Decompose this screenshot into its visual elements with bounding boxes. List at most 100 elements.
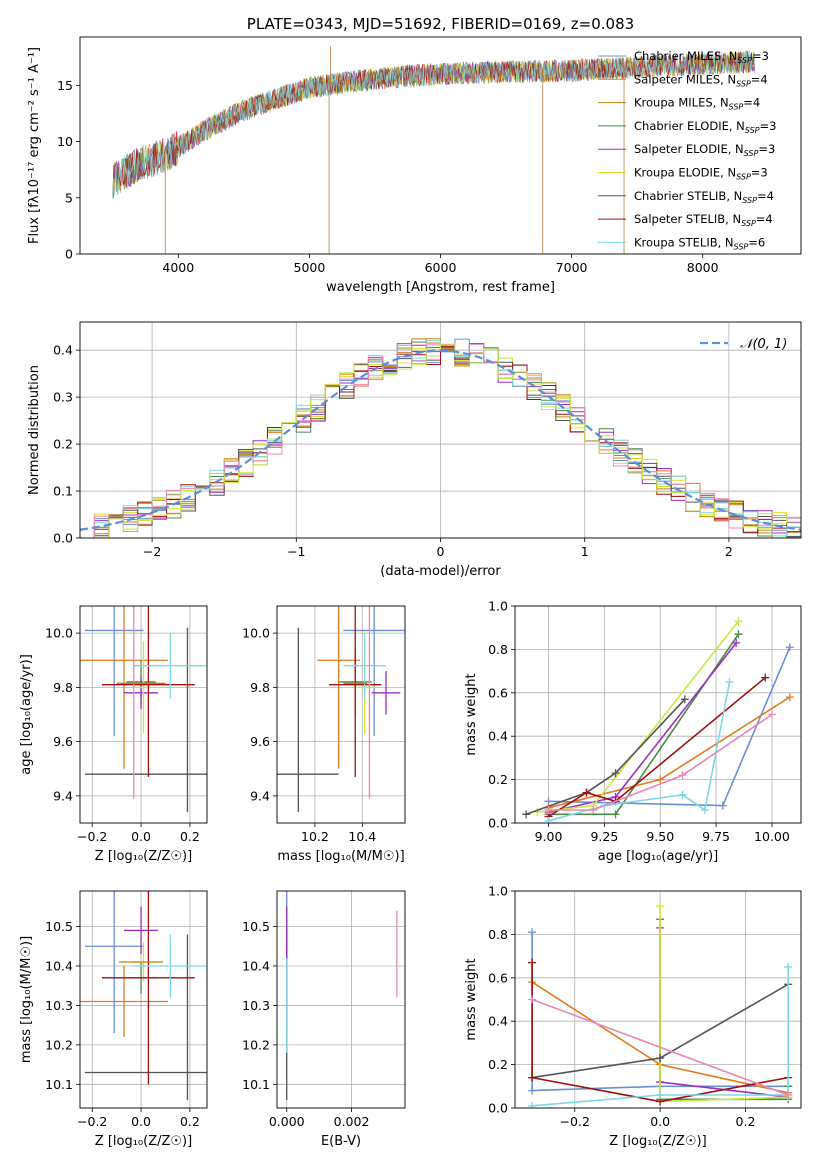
y-tick-label: 0.8 (488, 642, 508, 657)
y-tick-label: 0.0 (488, 816, 508, 831)
x-tick-label: 0.2 (180, 1114, 200, 1129)
x-tick-label: 9.00 (535, 829, 563, 844)
series-point (678, 771, 687, 780)
series-point (582, 788, 591, 797)
y-tick-label: 0.4 (53, 343, 73, 358)
legend-entry: Salpeter ELODIE, NSSP=3 (634, 142, 775, 158)
x-tick-label: 10.4 (348, 829, 376, 844)
series-point (784, 962, 793, 971)
x-tick-label: 0.000 (269, 1114, 305, 1129)
series-point (734, 630, 743, 639)
y-tick-label: 9.8 (250, 680, 270, 695)
legend-entry: Salpeter MILES, NSSP=4 (634, 72, 768, 88)
panel-weight-vs-age: 9.00 9.25 9.50 9.75 10.00 0.0 0.2 0.4 0.6 0.8 1.0 a… (464, 599, 802, 864)
y-tick-label: 0.0 (488, 1101, 508, 1116)
x-axis-label: age [log₁₀(age/yr)] (598, 849, 719, 864)
y-tick-label: 0.2 (488, 1057, 508, 1072)
series-point (522, 810, 531, 819)
series-point (528, 928, 537, 937)
series-point (656, 775, 665, 784)
series-point (656, 1054, 665, 1063)
series-point (528, 1101, 537, 1108)
series-point (656, 902, 665, 911)
y-tick-label: 10.1 (45, 1077, 73, 1092)
legend-sub: SSP (741, 219, 756, 228)
x-axis-label: Z [log₁₀(Z/Z☉)] (95, 849, 192, 864)
series-line (531, 962, 789, 1103)
y-tick-label: 10.4 (45, 958, 73, 973)
series-line (659, 919, 789, 1101)
axes-frame (79, 321, 802, 539)
x-tick-label: 0.2 (736, 1114, 756, 1129)
line-plot-area (522, 617, 794, 823)
panel-spectrum: 4000 5000 6000 7000 8000 0 5 10 15 wavelength [An… (27, 15, 802, 295)
legend-entry: Kroupa STELIB, NSSP=6 (634, 235, 765, 251)
legend-sub: SSP (744, 149, 759, 158)
y-tick-label: 10.4 (242, 958, 270, 973)
x-axis-label: wavelength [Angstrom, rest frame] (326, 280, 555, 295)
series-point (611, 769, 620, 778)
line-plot-area (528, 902, 793, 1108)
panel-weight-vs-Z: −0.2 0.0 0.2 0.0 0.2 0.4 0.6 0.8 1.0 Z [log₁₀(Z/Z… (464, 884, 802, 1149)
spectrum-series-line (112, 51, 755, 199)
spectrum-plot-area (112, 45, 755, 254)
x-tick-label: 10.00 (754, 829, 790, 844)
x-tick-label: −0.2 (77, 829, 107, 844)
series-point (718, 801, 727, 810)
y-tick-label: 10.0 (242, 626, 270, 641)
y-tick-label: 9.6 (250, 734, 270, 749)
legend-sub: SSP (736, 79, 751, 88)
series-line (548, 676, 766, 818)
y-tick-label: 1.0 (488, 884, 508, 899)
y-tick-label: 0.0 (53, 531, 73, 546)
legend-entry: Kroupa MILES, NSSP=4 (634, 96, 760, 112)
axes-frame (276, 890, 406, 1109)
panel-residuals: −2 −1 0 1 2 0.0 0.1 0.2 0.3 0.4 (data-model)/error… (27, 321, 802, 579)
y-tick-label: 0.2 (53, 437, 73, 452)
panel-age-vs-Z: −0.2 0.0 0.2 9.4 9.6 9.8 10.0 Z [log₁₀(Z/Z☉)] ag… (19, 605, 208, 864)
x-tick-label: 0.0 (650, 1114, 670, 1129)
y-tick-label: 0.8 (488, 927, 508, 942)
series-point (680, 695, 689, 704)
y-tick-label: 0.2 (488, 772, 508, 787)
y-tick-label: 10.5 (242, 919, 270, 934)
legend-text: Chabrier ELODIE, N (634, 119, 745, 133)
y-tick-label: 10 (57, 134, 73, 149)
legend-text: Chabrier STELIB, N (634, 189, 742, 203)
y-axis-label: mass weight (464, 958, 479, 1040)
x-tick-label: 1 (581, 544, 589, 559)
legend-text: =4 (757, 189, 774, 203)
y-axis-label: mass [log₁₀(M/M☉)] (19, 936, 34, 1063)
x-axis-label: (data-model)/error (380, 564, 501, 579)
legend-text: Chabrier MILES, N (634, 49, 737, 63)
series-point (656, 1090, 665, 1099)
y-axis-label: Normed distribution (27, 365, 42, 495)
y-tick-label: 10.2 (45, 1037, 73, 1052)
y-tick-label: 0.4 (488, 729, 508, 744)
x-axis-label: Z [log₁₀(Z/Z☉)] (609, 1134, 706, 1149)
legend-text: Kroupa MILES, N (634, 96, 729, 110)
legend-text: =6 (748, 235, 765, 249)
y-tick-label: 10.0 (45, 626, 73, 641)
series-point (528, 995, 537, 1004)
hist-plot-area (80, 338, 801, 538)
series-point (678, 790, 687, 799)
y-tick-label: 0.4 (488, 1014, 508, 1029)
legend-text: Salpeter MILES, N (634, 72, 736, 86)
y-tick-label: 9.4 (250, 788, 270, 803)
legend-text: Salpeter ELODIE, N (634, 142, 744, 156)
series-line (525, 698, 686, 816)
legend-entry: Chabrier MILES, NSSP=3 (634, 49, 769, 65)
series-line (548, 642, 737, 813)
series-point (732, 638, 741, 647)
series-line (659, 906, 789, 1103)
legend-entry: Chabrier ELODIE, NSSP=3 (634, 119, 776, 135)
y-tick-label: 9.6 (53, 734, 73, 749)
legend-text: =4 (756, 212, 773, 226)
axes-frame (79, 36, 802, 255)
legend-text: Kroupa ELODIE, N (634, 166, 736, 180)
y-axis-label: mass weight (464, 673, 479, 755)
legend-sub: SSP (736, 173, 751, 182)
y-tick-label: 15 (57, 78, 73, 93)
